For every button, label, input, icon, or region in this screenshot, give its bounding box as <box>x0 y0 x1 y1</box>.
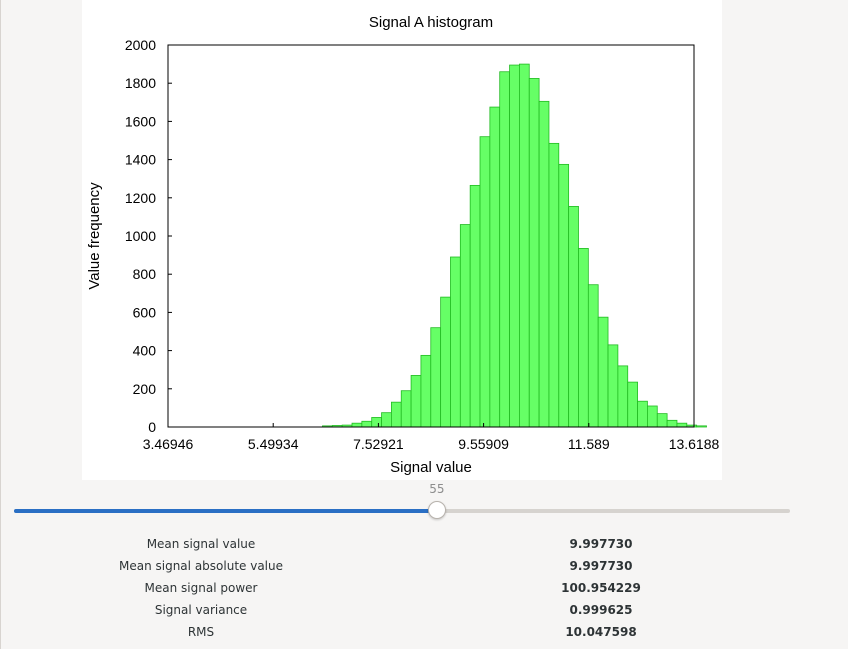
stat-value: 100.954229 <box>561 581 641 595</box>
y-axis-label: Value frequency <box>86 182 103 290</box>
slider-handle[interactable] <box>427 501 446 519</box>
stat-row-mean-abs: Mean signal absolute value 9.997730 <box>1 556 848 578</box>
histogram-bar <box>597 316 609 428</box>
x-tick-label: 5.49934 <box>248 436 299 452</box>
y-tick-label: 0 <box>148 419 156 435</box>
y-axis: 0 200 400 600 800 1000 1200 1400 1600 1800 2000 <box>125 37 172 435</box>
y-tick-label: 200 <box>133 381 157 397</box>
histogram-bar <box>351 422 363 428</box>
y-tick-label: 600 <box>133 304 157 320</box>
histogram-bar <box>607 344 619 428</box>
stat-label: Signal variance <box>154 603 248 617</box>
x-tick-label: 11.589 <box>568 436 610 452</box>
stat-row-rms: RMS 10.047598 <box>1 622 848 644</box>
x-axis-label: Signal value <box>390 459 472 476</box>
stat-row-power: Mean signal power 100.954229 <box>1 578 848 600</box>
stat-label: Mean signal absolute value <box>118 559 284 573</box>
x-tick-label: 13.6188 <box>669 436 720 452</box>
histogram-bar <box>440 296 451 428</box>
histogram-bar <box>400 390 412 428</box>
y-tick-label: 2000 <box>125 37 156 53</box>
y-tick-label: 400 <box>133 343 157 359</box>
signal-statistics: Mean signal value 9.997730 Mean signal a… <box>1 534 848 644</box>
histogram-bar <box>676 422 688 428</box>
histogram-bar <box>509 64 520 428</box>
histogram-bar <box>430 327 442 428</box>
histogram-bar <box>637 400 648 428</box>
y-tick-label: 1600 <box>125 113 156 129</box>
stat-value: 0.999625 <box>569 603 633 617</box>
histogram-bar <box>381 412 392 428</box>
histogram-bar <box>390 401 402 428</box>
bin-count-slider[interactable]: 55 <box>14 478 790 524</box>
histogram-bar <box>656 413 668 428</box>
histogram-bar <box>647 405 658 428</box>
histogram-bar <box>450 256 461 428</box>
slider-track[interactable] <box>14 509 790 513</box>
slider-fill <box>14 509 437 513</box>
histogram-bar <box>499 71 510 428</box>
histogram-bar <box>420 354 432 428</box>
histogram-bar <box>666 419 678 428</box>
x-tick-label: 9.55909 <box>458 436 509 452</box>
histogram-panel: Signal A histogram 0 200 400 600 800 1000 1200… <box>82 0 722 480</box>
y-tick-label: 1800 <box>125 75 156 91</box>
histogram-bar <box>489 106 501 428</box>
histogram-bar <box>469 184 481 428</box>
histogram-bar <box>558 163 570 428</box>
slider-value-label: 55 <box>429 482 445 496</box>
x-tick-label: 3.46946 <box>143 436 194 452</box>
histogram-bar <box>459 224 471 428</box>
stat-row-mean: Mean signal value 9.997730 <box>1 534 848 556</box>
stat-row-variance: Signal variance 0.999625 <box>1 600 848 622</box>
histogram-bar <box>568 205 579 428</box>
histogram-bar <box>538 100 550 428</box>
histogram-bar <box>627 381 638 428</box>
y-tick-label: 1000 <box>125 228 156 244</box>
histogram-bar <box>361 420 373 428</box>
histogram-bar <box>528 78 540 428</box>
histogram-bars <box>322 63 707 428</box>
stat-label: Mean signal value <box>146 537 256 551</box>
histogram-bar <box>696 425 707 428</box>
y-tick-label: 1400 <box>125 152 156 168</box>
stat-value: 10.047598 <box>565 625 637 639</box>
stat-value: 9.997730 <box>569 559 633 573</box>
histogram-bar <box>587 284 599 428</box>
y-tick-label: 800 <box>133 266 157 282</box>
stat-value: 9.997730 <box>569 537 633 551</box>
histogram-bar <box>371 417 382 428</box>
y-tick-label: 1200 <box>125 190 156 206</box>
x-tick-label: 7.52921 <box>353 436 404 452</box>
x-axis: 3.46946 5.49934 7.52921 9.55909 11.589 13.618… <box>143 423 720 452</box>
chart-title: Signal A histogram <box>369 14 493 31</box>
histogram-bar <box>519 63 530 428</box>
stat-label: Mean signal power <box>144 581 258 595</box>
histogram-chart: Signal A histogram 0 200 400 600 800 1000 1200… <box>86 14 720 476</box>
histogram-bar <box>548 142 560 428</box>
histogram-bar <box>410 375 422 428</box>
histogram-bar <box>479 136 491 428</box>
stat-label: RMS <box>187 625 215 639</box>
histogram-bar <box>578 248 589 428</box>
histogram-bar <box>617 365 629 428</box>
